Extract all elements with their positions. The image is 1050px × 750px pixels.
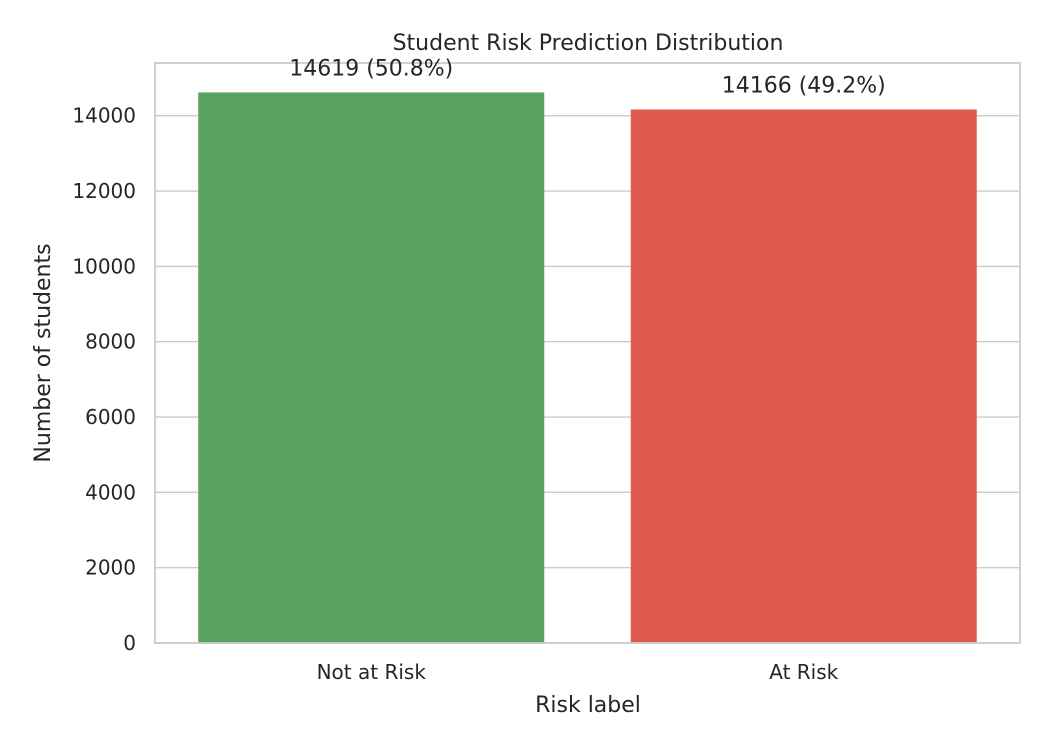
y-tick-label: 6000: [85, 405, 136, 429]
y-axis-label: Number of students: [31, 243, 56, 462]
data-labels: 14619 (50.8%) 14166 (49.2%): [289, 56, 886, 98]
x-axis-ticks: Not at Risk At Risk: [317, 660, 839, 684]
bar-layer: [198, 92, 977, 643]
bar-data-label: 14619 (50.8%): [289, 56, 453, 81]
y-tick-label: 2000: [85, 556, 136, 580]
chart-title: Student Risk Prediction Distribution: [393, 31, 784, 56]
x-axis-label: Risk label: [535, 693, 641, 718]
y-tick-label: 12000: [72, 179, 136, 203]
y-tick-label: 8000: [85, 330, 136, 354]
y-tick-label: 10000: [72, 254, 136, 278]
y-tick-label: 14000: [72, 104, 136, 128]
bar: [630, 109, 977, 643]
y-axis-ticks: 0 2000 4000 6000 8000 10000 12000 14000: [72, 104, 136, 655]
bar: [198, 92, 545, 643]
x-tick-label: At Risk: [769, 660, 838, 684]
y-tick-label: 0: [123, 631, 136, 655]
x-tick-label: Not at Risk: [317, 660, 427, 684]
plot-frame: [154, 62, 1021, 644]
y-tick-label: 4000: [85, 480, 136, 504]
bar-data-label: 14166 (49.2%): [722, 73, 886, 98]
